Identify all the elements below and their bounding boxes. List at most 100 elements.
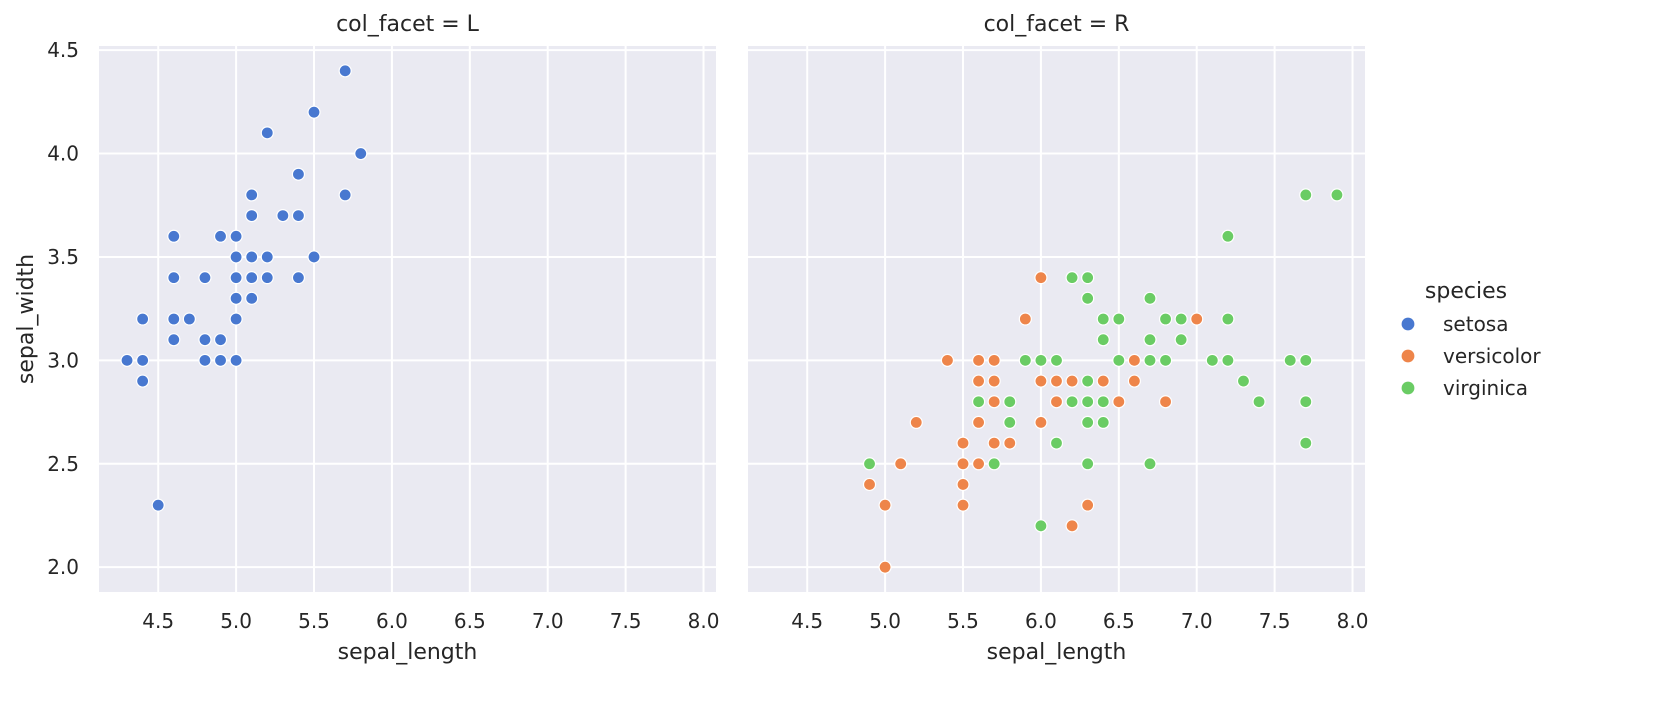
point-virginica <box>862 457 877 471</box>
point-setosa <box>136 374 150 388</box>
point-virginica <box>1158 353 1173 367</box>
point-versicolor <box>862 477 877 492</box>
point-virginica <box>971 395 986 409</box>
point-virginica <box>1081 457 1095 471</box>
x-tick-label: 6.5 <box>1103 609 1135 633</box>
point-virginica <box>1081 415 1095 430</box>
point-virginica <box>1112 312 1126 326</box>
y-axis-label: sepal_width <box>14 254 39 384</box>
y-tick-label: 2.5 <box>47 452 79 476</box>
y-tick-label: 4.5 <box>47 38 79 62</box>
x-tick-label: 7.0 <box>532 609 564 633</box>
point-setosa <box>245 271 259 285</box>
point-setosa <box>260 271 274 285</box>
legend-title: species <box>1425 279 1507 304</box>
point-setosa <box>167 333 181 347</box>
point-virginica <box>1112 353 1126 367</box>
point-versicolor <box>956 477 970 492</box>
point-versicolor <box>987 436 1001 450</box>
point-setosa <box>167 312 181 326</box>
point-versicolor <box>987 395 1001 409</box>
y-tick-label: 3.0 <box>47 348 79 372</box>
point-setosa <box>245 208 259 223</box>
point-versicolor <box>1112 395 1126 409</box>
x-tick-label: 5.5 <box>947 609 979 633</box>
point-versicolor <box>1096 374 1110 388</box>
point-setosa <box>260 250 274 264</box>
point-virginica <box>1299 353 1313 367</box>
x-tick-label: 4.5 <box>791 609 823 633</box>
point-virginica <box>1236 374 1251 388</box>
point-setosa <box>229 291 243 305</box>
point-setosa <box>291 208 306 223</box>
point-virginica <box>1174 312 1188 326</box>
point-versicolor <box>1065 374 1079 388</box>
point-versicolor <box>940 353 955 367</box>
point-virginica <box>1221 229 1235 243</box>
point-virginica <box>1096 333 1110 347</box>
point-virginica <box>1299 395 1313 409</box>
point-versicolor <box>1034 374 1048 388</box>
point-setosa <box>338 188 352 202</box>
point-virginica <box>1221 312 1235 326</box>
point-virginica <box>1034 519 1048 533</box>
point-virginica <box>1065 395 1079 409</box>
point-versicolor <box>971 457 986 471</box>
point-versicolor <box>1065 519 1079 533</box>
point-setosa <box>276 208 290 223</box>
facet-panel-left: 4.5 5.0 5.5 6.0 6.5 7.0 7.5 8.0 2.0 2.5 3.0 3.5 4.0 4… <box>14 12 719 665</box>
point-virginica <box>1096 415 1110 430</box>
y-tick-label: 2.0 <box>47 555 79 579</box>
point-versicolor <box>878 560 892 574</box>
x-tick-label: 8.0 <box>1337 609 1369 633</box>
point-versicolor <box>987 353 1001 367</box>
point-versicolor <box>987 374 1001 388</box>
point-virginica <box>1096 395 1110 409</box>
x-tick-label: 5.0 <box>869 609 901 633</box>
point-versicolor <box>956 457 970 471</box>
point-setosa <box>229 250 243 264</box>
point-versicolor <box>956 498 970 512</box>
point-setosa <box>307 250 321 264</box>
point-virginica <box>1143 353 1157 367</box>
point-setosa <box>136 353 150 367</box>
plot-background <box>99 46 716 592</box>
point-versicolor <box>971 374 986 388</box>
point-virginica <box>1065 271 1079 285</box>
legend-label-setosa: setosa <box>1443 312 1508 336</box>
point-versicolor <box>1049 374 1064 388</box>
point-virginica <box>1158 312 1173 326</box>
point-setosa <box>245 291 259 305</box>
point-setosa <box>229 229 243 243</box>
point-versicolor <box>1034 415 1048 430</box>
point-versicolor <box>1127 374 1142 388</box>
point-setosa <box>229 271 243 285</box>
facet-title: col_facet = L <box>336 12 480 37</box>
point-setosa <box>245 250 259 264</box>
point-virginica <box>1299 436 1313 450</box>
x-axis-label: sepal_length <box>987 640 1127 665</box>
point-virginica <box>1018 353 1032 367</box>
point-setosa <box>136 312 150 326</box>
point-setosa <box>167 271 181 285</box>
point-virginica <box>1221 353 1235 367</box>
point-setosa <box>260 126 274 140</box>
y-tick-label: 4.0 <box>47 142 79 166</box>
legend-marker-setosa <box>1400 316 1416 332</box>
point-virginica <box>1049 353 1064 367</box>
y-tick-label: 3.5 <box>47 245 79 269</box>
point-setosa <box>291 271 306 285</box>
point-versicolor <box>1190 312 1204 326</box>
point-virginica <box>1174 333 1188 347</box>
x-tick-label: 8.0 <box>688 609 720 633</box>
point-virginica <box>1096 312 1110 326</box>
point-versicolor <box>909 415 923 430</box>
point-setosa <box>213 353 228 367</box>
point-virginica <box>1205 353 1219 367</box>
point-setosa <box>182 312 196 326</box>
x-tick-label: 6.0 <box>1025 609 1057 633</box>
x-tick-label: 6.0 <box>376 609 408 633</box>
point-versicolor <box>971 415 986 430</box>
facet-title: col_facet = R <box>984 12 1130 37</box>
point-versicolor <box>956 436 970 450</box>
